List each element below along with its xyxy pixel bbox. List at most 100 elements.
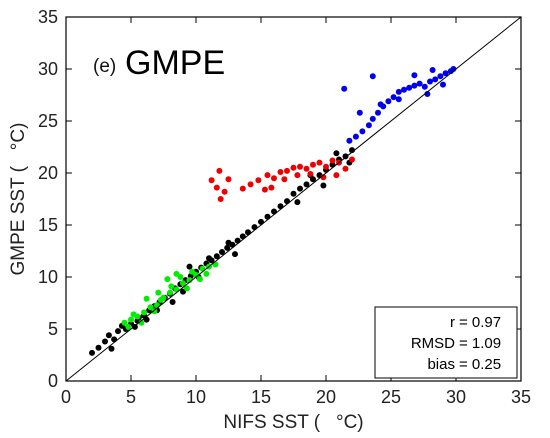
data-point [121,319,128,326]
data-point [167,289,173,296]
data-point [173,286,180,293]
data-point [437,73,444,80]
data-point [264,172,271,179]
data-point [154,302,160,309]
y-axis-label: GMPE SST ( °C) [8,123,29,276]
data-point [297,163,303,170]
data-point [143,295,150,302]
data-point [411,82,418,89]
y-tick-label: 30 [38,59,58,79]
data-point [232,251,238,258]
data-point [352,133,359,140]
data-point [115,328,121,335]
data-point [268,184,275,191]
data-point [208,177,215,184]
data-point [333,172,340,179]
data-point [297,185,303,192]
data-point [180,280,186,287]
data-point [108,345,115,352]
data-point [277,203,284,210]
stat-label-r: r [450,314,455,331]
data-point [271,208,277,215]
data-point [281,176,288,183]
data-point [333,150,340,157]
data-point [427,78,433,85]
data-point [125,323,132,330]
data-point [221,188,228,195]
data-point [264,213,271,220]
data-point [157,296,164,303]
data-point [130,311,137,318]
data-point [442,70,449,77]
data-point [307,171,314,177]
data-point [147,304,154,311]
data-point [105,332,112,339]
panel-label: (e) [93,56,116,77]
data-point [320,182,327,189]
x-tick-label: 15 [251,387,271,407]
plot-frame [65,16,522,382]
data-point [186,263,193,270]
data-point [284,198,290,205]
data-point [342,165,349,172]
data-point [128,316,134,323]
x-axis-label: NIFS SST ( °C) [223,412,363,433]
data-point [102,338,108,345]
data-point [196,276,203,283]
data-point [213,184,220,191]
x-tick-label: 10 [186,387,206,407]
data-point [89,349,95,356]
data-point [432,76,439,83]
stat-label-rmsd: RMSD [411,335,455,352]
data-point [141,309,147,316]
data-point [290,190,297,197]
data-point [429,67,436,73]
data-point [395,96,402,103]
data-point [151,308,158,315]
stat-label-bias: bias [427,356,455,373]
data-point [183,285,190,292]
y-tick-label: 0 [48,371,58,391]
data-point [219,249,225,255]
data-point [375,109,381,116]
data-point [216,167,223,174]
data-point [111,336,118,343]
data-point [416,80,423,87]
data-point [245,229,251,236]
data-point [395,88,402,95]
data-point [406,84,413,91]
data-point [369,73,376,80]
data-point [189,268,196,275]
x-tick-label: 30 [446,387,466,407]
data-point [411,72,418,79]
data-point [359,128,366,135]
stats-box: r = 0.97 RMSD = 1.09 bias = 0.25 [374,306,518,379]
data-point [303,165,310,172]
stat-value-bias: = 0.25 [459,356,501,373]
x-tick-label: 20 [316,387,336,407]
data-point [303,181,310,188]
data-point [356,109,363,116]
stat-value-rmsd: = 1.09 [459,335,501,352]
data-point [385,98,392,105]
data-point [261,186,268,193]
data-point [251,224,258,231]
data-point [284,167,290,174]
data-point [349,156,355,163]
data-point [95,344,102,351]
data-point [177,274,184,280]
data-point [224,244,231,251]
data-point [369,115,376,122]
x-tick-label: 25 [381,387,401,407]
data-point [213,253,220,260]
y-tick-label: 5 [48,319,58,339]
stat-value-r: = 0.97 [459,314,501,331]
data-point [440,81,446,88]
y-tick-label: 20 [38,163,58,183]
data-point [346,137,353,144]
data-point [131,323,138,330]
data-point [164,276,171,283]
data-point [212,261,219,268]
data-point [341,85,348,92]
chart-title: GMPE [125,44,225,82]
